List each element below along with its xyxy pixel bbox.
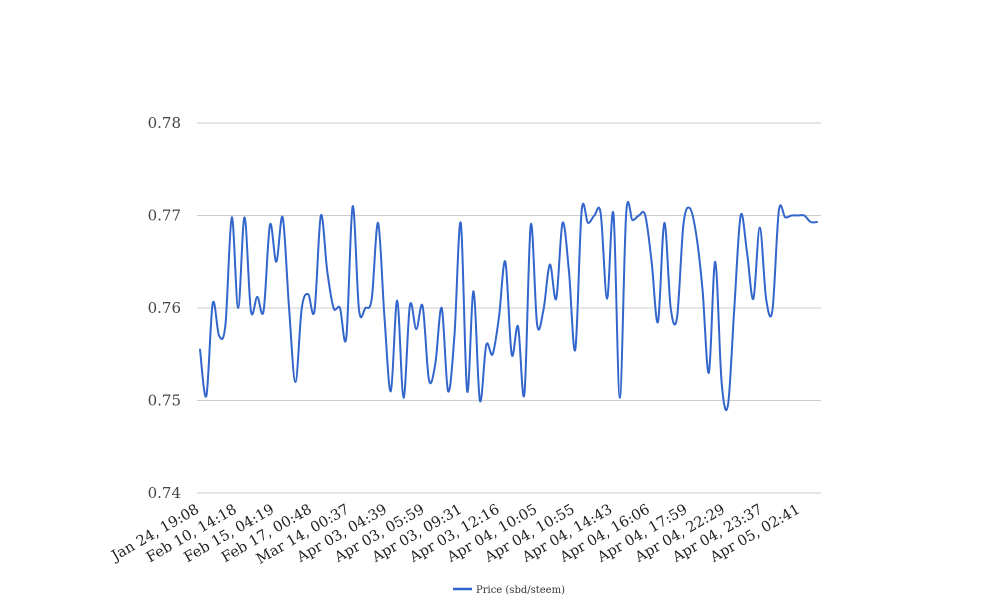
y-tick-label: 0.78 — [148, 114, 181, 132]
y-tick-label: 0.74 — [148, 484, 181, 502]
y-axis-ticks: 0.74 0.75 0.76 0.77 0.78 — [148, 114, 181, 502]
y-tick-label: 0.75 — [148, 392, 181, 410]
y-tick-label: 0.77 — [148, 207, 181, 225]
series-line-price — [199, 201, 818, 412]
legend: Price (sbd/steem) — [453, 585, 565, 596]
y-tick-label: 0.76 — [148, 299, 181, 317]
legend-label-price: Price (sbd/steem) — [476, 585, 565, 596]
